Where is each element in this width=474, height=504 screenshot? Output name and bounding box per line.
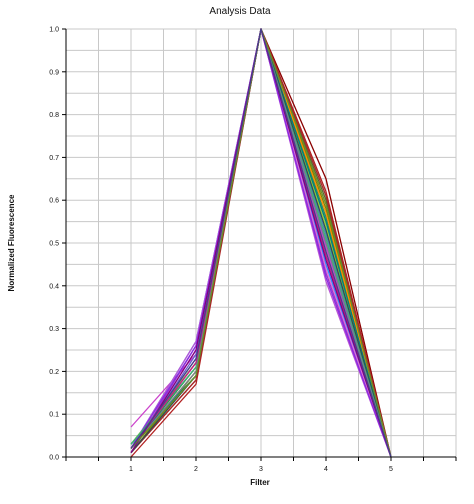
chart-title: Analysis Data bbox=[209, 6, 271, 17]
x-tick-label: 5 bbox=[389, 466, 393, 473]
y-tick-label: 0.2 bbox=[49, 369, 59, 376]
y-tick-label: 0.9 bbox=[49, 69, 59, 76]
y-tick-label: 0.8 bbox=[49, 112, 59, 119]
y-tick-label: 1.0 bbox=[49, 27, 59, 34]
x-tick-label: 1 bbox=[129, 466, 133, 473]
series-line-25 bbox=[130, 28, 392, 458]
grid bbox=[65, 28, 457, 458]
series-lines bbox=[130, 28, 392, 458]
y-tick-label: 0.0 bbox=[49, 455, 59, 462]
axes: 0.0 0.1 0.2 0.3 0.4 0.5 0.6 0.7 0.8 0.9 1.0 1 2 3 4 5 bbox=[49, 27, 457, 473]
y-tick-label: 0.3 bbox=[49, 326, 59, 333]
y-axis-label: Normalized Fluorescence bbox=[7, 194, 16, 291]
x-axis-label: Filter bbox=[250, 478, 270, 487]
y-tick-label: 0.4 bbox=[49, 283, 59, 290]
x-tick-label: 2 bbox=[194, 466, 198, 473]
y-tick-label: 0.6 bbox=[49, 198, 59, 205]
y-tick-label: 0.5 bbox=[49, 241, 59, 248]
x-tick-label: 4 bbox=[324, 466, 328, 473]
x-tick-label: 3 bbox=[259, 466, 263, 473]
y-tick-label: 0.7 bbox=[49, 155, 59, 162]
y-tick-label: 0.1 bbox=[49, 412, 59, 419]
